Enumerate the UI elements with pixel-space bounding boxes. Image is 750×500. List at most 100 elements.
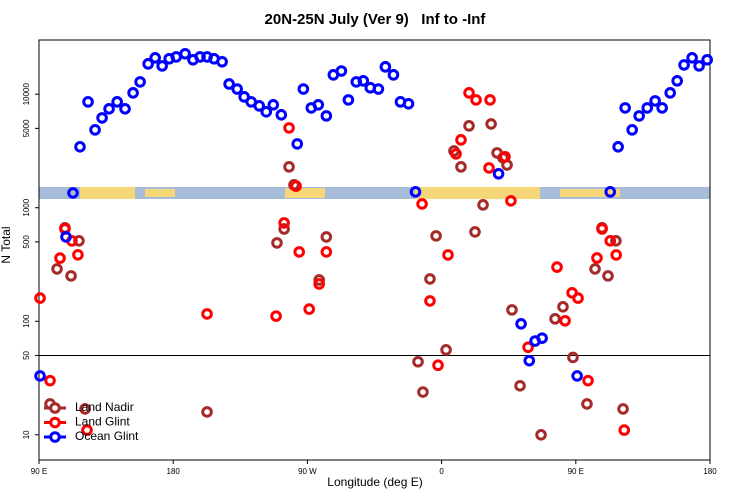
point	[54, 252, 66, 264]
point	[619, 102, 631, 114]
point	[417, 386, 429, 398]
point	[432, 359, 444, 372]
point	[515, 317, 527, 330]
point	[678, 59, 690, 71]
legend-label: Land Glint	[75, 415, 130, 429]
point	[312, 99, 325, 111]
point	[641, 102, 654, 114]
point	[79, 403, 91, 415]
x-tick-label: 90 W	[298, 467, 317, 476]
y-tick-label: 10000	[22, 83, 31, 106]
point	[506, 304, 518, 316]
point	[223, 78, 235, 90]
x-tick-label: 180	[167, 467, 181, 476]
point	[469, 226, 481, 238]
chart-title: 20N-25N July (Ver 9) Inf to -Inf	[265, 11, 487, 28]
point	[571, 370, 583, 382]
point	[626, 124, 638, 136]
point	[582, 374, 594, 387]
point	[430, 230, 442, 242]
point	[134, 76, 146, 88]
point	[485, 118, 497, 130]
point	[297, 83, 310, 95]
point	[44, 374, 56, 387]
point	[34, 292, 46, 304]
plot-frame	[38, 39, 711, 461]
point	[201, 308, 213, 320]
point	[290, 180, 302, 192]
point	[119, 103, 131, 115]
point	[142, 58, 154, 70]
point	[686, 52, 698, 64]
point	[409, 186, 422, 198]
point	[671, 75, 683, 87]
point	[463, 87, 475, 99]
y-tick-label: 50	[22, 350, 31, 359]
point	[201, 406, 213, 418]
point	[633, 110, 645, 122]
point	[51, 263, 63, 275]
point	[278, 223, 290, 235]
point	[463, 120, 475, 132]
point	[379, 61, 392, 73]
point	[610, 249, 623, 261]
x-tick-label: 90 E	[568, 467, 584, 476]
point	[618, 424, 631, 436]
point	[604, 186, 617, 198]
point	[549, 313, 561, 325]
point	[127, 87, 139, 99]
point	[82, 96, 94, 108]
legend-label: Land Nadir	[75, 400, 134, 414]
point	[649, 95, 661, 107]
point	[179, 47, 191, 60]
point	[656, 102, 668, 114]
point	[514, 380, 526, 392]
point	[335, 65, 348, 77]
point	[559, 314, 571, 327]
point	[72, 248, 84, 261]
point	[470, 94, 482, 106]
point	[253, 100, 266, 112]
point	[612, 140, 624, 153]
point	[591, 252, 603, 264]
point	[572, 292, 584, 304]
point	[567, 351, 579, 364]
point	[450, 148, 462, 160]
point	[320, 231, 333, 243]
point	[416, 198, 428, 210]
y-tick-label: 500	[22, 235, 31, 249]
point	[216, 55, 228, 68]
point	[103, 103, 115, 115]
point	[65, 270, 77, 282]
legend-marker	[49, 402, 61, 414]
point	[693, 60, 705, 72]
point	[412, 355, 424, 368]
point	[74, 140, 86, 153]
point	[194, 51, 206, 63]
legend-label: Ocean Glint	[75, 429, 139, 443]
point	[60, 231, 72, 243]
point	[275, 109, 288, 121]
point	[442, 249, 454, 261]
y-tick-label: 5000	[22, 119, 31, 137]
point	[34, 370, 46, 382]
point	[271, 237, 283, 249]
point	[424, 273, 436, 285]
point	[231, 83, 243, 95]
point	[81, 424, 93, 436]
point	[293, 246, 305, 258]
point	[596, 223, 608, 235]
y-tick-label: 100	[22, 314, 31, 328]
x-tick-label: 0	[439, 467, 444, 476]
point	[581, 398, 593, 410]
point	[156, 60, 168, 72]
y-axis-label: N Total	[0, 226, 13, 263]
point	[402, 97, 415, 110]
point	[260, 106, 273, 118]
point	[701, 53, 713, 66]
point	[440, 344, 452, 356]
legend-marker	[49, 416, 61, 429]
point	[522, 341, 534, 354]
point	[499, 150, 511, 163]
